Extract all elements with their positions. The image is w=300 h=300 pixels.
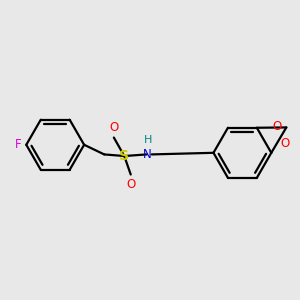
Text: O: O xyxy=(272,119,282,133)
Text: F: F xyxy=(15,138,22,151)
Text: S: S xyxy=(119,149,129,163)
Text: O: O xyxy=(281,137,290,150)
Text: N: N xyxy=(142,148,151,161)
Text: H: H xyxy=(143,135,152,145)
Text: O: O xyxy=(109,121,119,134)
Text: O: O xyxy=(126,178,135,191)
